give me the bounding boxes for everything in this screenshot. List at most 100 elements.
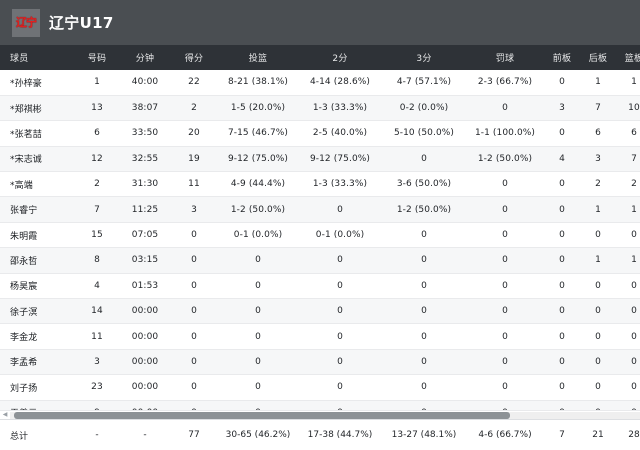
totals-cell-reb: 28 xyxy=(628,430,640,440)
cell-oreb: 0 xyxy=(544,247,580,274)
cell-dreb: 0 xyxy=(580,349,616,376)
chevron-left-icon[interactable]: ◀ xyxy=(2,411,8,418)
column-header-points[interactable]: 得分 xyxy=(170,45,218,70)
team-header: 辽宁 辽宁U17 xyxy=(0,0,640,45)
cell-minutes: 00:00 xyxy=(120,349,170,376)
scrollbar-thumb[interactable] xyxy=(14,411,510,419)
cell-minutes: 01:53 xyxy=(120,273,170,300)
cell-player: *张茗喆 xyxy=(0,120,74,147)
cell-fg3: 0 xyxy=(382,222,466,249)
cell-reb: 1 xyxy=(616,196,640,223)
cell-oreb: 0 xyxy=(544,298,580,325)
cell-fg: 0 xyxy=(218,273,298,300)
cell-fg3: 3-6 (50.0%) xyxy=(382,171,466,198)
cell-fg2: 1-3 (33.3%) xyxy=(298,95,382,122)
cell-fg: 4-9 (44.4%) xyxy=(218,171,298,198)
cell-oreb: 0 xyxy=(544,222,580,249)
cell-reb: 1 xyxy=(616,247,640,274)
column-header-oreb[interactable]: 前板 xyxy=(544,45,580,70)
cell-minutes: 31:30 xyxy=(120,171,170,198)
cell-points: 11 xyxy=(170,171,218,198)
cell-ft: 2-3 (66.7%) xyxy=(466,70,544,96)
cell-dreb: 0 xyxy=(580,323,616,350)
cell-minutes: 11:25 xyxy=(120,196,170,223)
cell-oreb: 0 xyxy=(544,273,580,300)
totals-cell-fg: 30-65 (46.2%) xyxy=(225,430,291,440)
column-header-minutes[interactable]: 分钟 xyxy=(120,45,170,70)
column-header-fg2[interactable]: 2分 xyxy=(298,45,382,70)
cell-fg2: 0 xyxy=(298,196,382,223)
horizontal-scrollbar[interactable]: ◀ xyxy=(0,410,640,419)
cell-points: 19 xyxy=(170,146,218,173)
cell-ft: 0 xyxy=(466,171,544,198)
table-row[interactable]: *宋志诚 12 32:55 19 9-12 (75.0%) 9-12 (75.0%) 0 1-… xyxy=(0,146,640,173)
cell-reb: 7 xyxy=(616,146,640,173)
cell-number: 7 xyxy=(74,196,120,223)
cell-fg: 7-15 (46.7%) xyxy=(218,120,298,147)
cell-ft: 0 xyxy=(466,374,544,401)
team-crest-text: 辽宁 xyxy=(16,16,37,29)
cell-fg: 1-5 (20.0%) xyxy=(218,95,298,122)
cell-reb: 0 xyxy=(616,323,640,350)
cell-minutes: 00:00 xyxy=(120,323,170,350)
cell-fg3: 0-2 (0.0%) xyxy=(382,95,466,122)
cell-dreb: 0 xyxy=(580,298,616,325)
table-row[interactable]: *高端 2 31:30 11 4-9 (44.4%) 1-3 (33.3%) 3-6 (50… xyxy=(0,171,640,198)
cell-points: 22 xyxy=(170,70,218,96)
column-header-player[interactable]: 球员 xyxy=(0,45,74,70)
cell-ft: 0 xyxy=(466,298,544,325)
cell-fg: 9-12 (75.0%) xyxy=(218,146,298,173)
table-row[interactable]: *郑祺彬 13 38:07 2 1-5 (20.0%) 1-3 (33.3%) 0-2 (0… xyxy=(0,95,640,122)
cell-fg2: 4-14 (28.6%) xyxy=(298,70,382,96)
team-crest-icon: 辽宁 xyxy=(12,8,40,37)
page-title: 辽宁U17 xyxy=(49,14,114,32)
cell-fg2: 0 xyxy=(298,247,382,274)
cell-fg: 1-2 (50.0%) xyxy=(218,196,298,223)
cell-fg2: 0 xyxy=(298,323,382,350)
cell-fg2: 2-5 (40.0%) xyxy=(298,120,382,147)
column-header-ft[interactable]: 罚球 xyxy=(466,45,544,70)
column-header-number[interactable]: 号码 xyxy=(74,45,120,70)
table-row[interactable]: *张茗喆 6 33:50 20 7-15 (46.7%) 2-5 (40.0%) 5-10 … xyxy=(0,120,640,147)
table-body: *孙梓豪 1 40:00 22 8-21 (38.1%) 4-14 (28.6%) 4-7 … xyxy=(0,70,640,426)
cell-fg: 0 xyxy=(218,247,298,274)
cell-reb: 6 xyxy=(616,120,640,147)
cell-number: 23 xyxy=(74,374,120,401)
cell-dreb: 1 xyxy=(580,196,616,223)
cell-number: 1 xyxy=(74,70,120,96)
cell-oreb: 4 xyxy=(544,146,580,173)
cell-reb: 2 xyxy=(616,171,640,198)
cell-oreb: 0 xyxy=(544,196,580,223)
cell-player: *宋志诚 xyxy=(0,146,74,173)
totals-cell-player: 总计 xyxy=(10,431,29,442)
column-header-reb[interactable]: 篮板 xyxy=(616,45,640,70)
cell-minutes: 07:05 xyxy=(120,222,170,249)
cell-fg2: 0 xyxy=(298,298,382,325)
totals-row: 总计 - - 77 30-65 (46.2%) 17-38 (44.7%) 13-27 (4… xyxy=(0,420,640,450)
cell-dreb: 6 xyxy=(580,120,616,147)
table-row[interactable]: *孙梓豪 1 40:00 22 8-21 (38.1%) 4-14 (28.6%) 4-7 … xyxy=(0,70,640,96)
totals-cell-oreb: 7 xyxy=(559,430,565,440)
cell-ft: 1-1 (100.0%) xyxy=(466,120,544,147)
scrollbar-track[interactable] xyxy=(10,411,640,419)
column-header-fg[interactable]: 投篮 xyxy=(218,45,298,70)
cell-reb: 0 xyxy=(616,349,640,376)
cell-fg3: 0 xyxy=(382,374,466,401)
totals-cell-dreb: 21 xyxy=(592,430,604,440)
cell-ft: 0 xyxy=(466,323,544,350)
cell-minutes: 32:55 xyxy=(120,146,170,173)
cell-fg: 0 xyxy=(218,323,298,350)
cell-fg3: 0 xyxy=(382,323,466,350)
column-header-fg3[interactable]: 3分 xyxy=(382,45,466,70)
column-header-dreb[interactable]: 后板 xyxy=(580,45,616,70)
boxscore-table-container: 球员号码分钟得分投篮2分3分罚球前板后板篮板助攻失误 *孙梓豪140:00228… xyxy=(0,45,640,426)
cell-ft: 0 xyxy=(466,349,544,376)
